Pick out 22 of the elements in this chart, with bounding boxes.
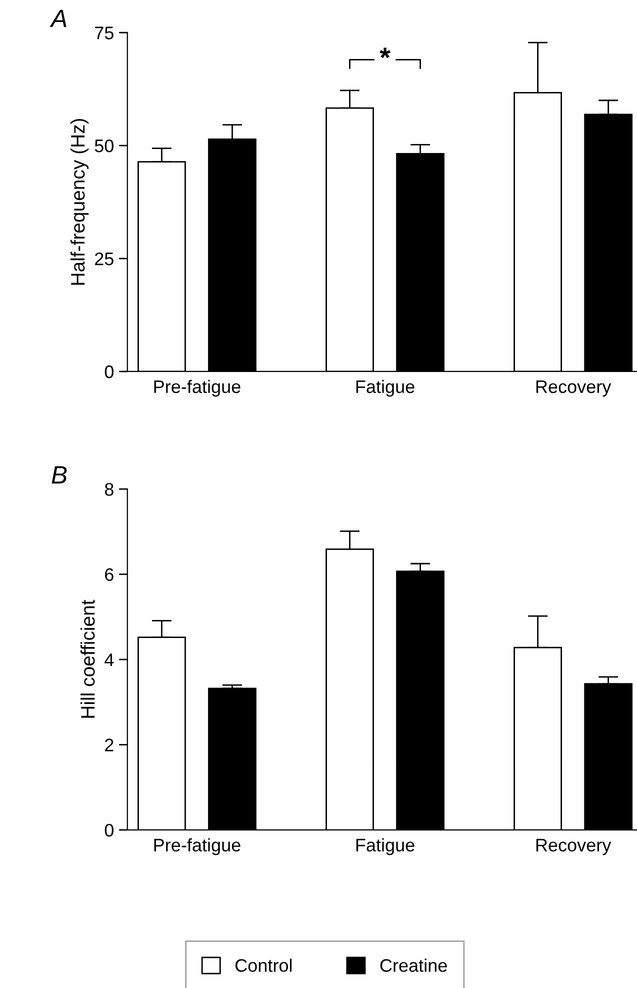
x-tick-label: Recovery (536, 380, 612, 397)
y-tick-label: 0 (104, 824, 114, 837)
legend-label: Control (235, 958, 292, 972)
y-tick-label: 4 (104, 654, 114, 666)
chart-title: A (50, 10, 66, 28)
y-tick-label: 6 (105, 568, 114, 581)
y-tick-label: 75 (95, 26, 114, 40)
x-tick-label: Recovery (536, 838, 612, 856)
y-tick-label: 8 (104, 482, 114, 496)
legend-label: Creatine (380, 958, 447, 972)
y-tick-label: 0 (104, 365, 114, 378)
y-axis-title: Hill coefficient (80, 600, 95, 718)
y-tick-label: 2 (105, 738, 114, 752)
x-tick-label: Fatigue (356, 838, 414, 856)
y-axis-title: Half-frequency (Hz) (70, 118, 89, 285)
x-tick-label: Pre-fatigue (154, 838, 240, 856)
y-tick-label: 25 (95, 252, 114, 266)
annotation: * (380, 48, 390, 58)
x-tick-label: Fatigue (356, 380, 414, 397)
x-tick-label: Pre-fatigue (154, 380, 240, 397)
chart-title: B (52, 466, 67, 484)
y-tick-label: 50 (94, 140, 114, 152)
